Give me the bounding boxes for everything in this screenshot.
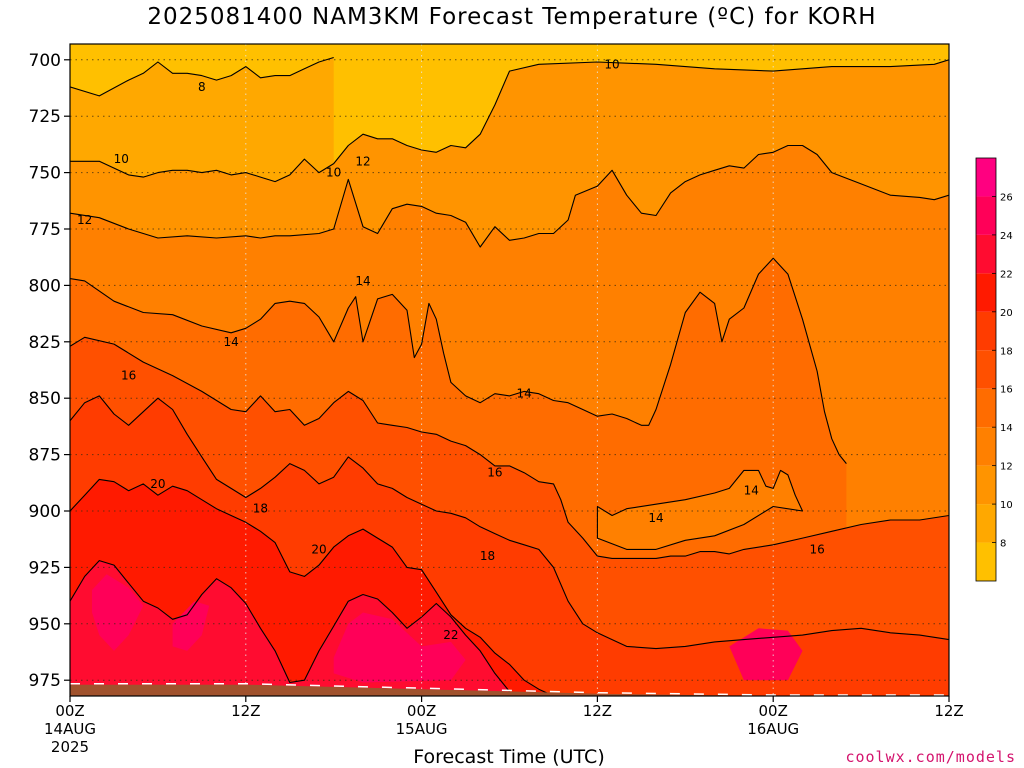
isotherm-14-4 bbox=[596, 469, 804, 550]
contour-label: 10 bbox=[114, 152, 129, 166]
contour-label: 20 bbox=[311, 542, 326, 556]
colorbar-label: 10 bbox=[1000, 500, 1013, 511]
isotherm-12-2 bbox=[70, 144, 949, 248]
xtick-label: 00Z bbox=[759, 702, 788, 720]
colorbar-swatch bbox=[976, 234, 996, 274]
contour-label: 16 bbox=[487, 466, 502, 480]
contour-label: 14 bbox=[744, 484, 759, 498]
ground-edge bbox=[70, 682, 949, 696]
ytick-label: 750 bbox=[29, 164, 61, 184]
x-axis-label: Forecast Time (UTC) bbox=[413, 746, 605, 768]
ground-terrain bbox=[70, 682, 949, 696]
xtick-label: 12Z bbox=[231, 702, 260, 720]
xtick-date: 14AUG bbox=[44, 720, 96, 738]
colorbar-frame bbox=[975, 157, 997, 582]
xtick-date: 15AUG bbox=[396, 720, 448, 738]
ytick-label: 700 bbox=[29, 51, 61, 71]
isotherm-18-6 bbox=[70, 395, 949, 650]
colorbar-swatch bbox=[976, 504, 996, 543]
core-24-1 bbox=[172, 601, 210, 651]
colorbar-label: 12 bbox=[1000, 462, 1013, 473]
contour-label: 14 bbox=[355, 274, 370, 288]
contour-label: 14 bbox=[648, 511, 663, 525]
contour-label: 14 bbox=[224, 335, 239, 349]
ytick-label: 775 bbox=[29, 220, 61, 240]
xtick-year: 2025 bbox=[51, 738, 89, 756]
plot-frame bbox=[69, 43, 950, 697]
contour-label: 10 bbox=[326, 166, 341, 180]
contour-label: 18 bbox=[253, 502, 268, 516]
colorbar-label: 14 bbox=[1000, 423, 1013, 434]
ytick-label: 850 bbox=[29, 389, 61, 409]
core-24-3 bbox=[729, 628, 803, 681]
isotherm-8-0 bbox=[70, 56, 334, 97]
colorbar-label: 18 bbox=[1000, 346, 1013, 357]
colorbar-swatch bbox=[976, 542, 996, 581]
xtick-label: 12Z bbox=[583, 702, 612, 720]
isotherm-10-1 bbox=[70, 59, 949, 183]
contour-label: 22 bbox=[443, 628, 458, 642]
isotherm-14-3 bbox=[70, 257, 847, 464]
contour-label: 14 bbox=[517, 387, 532, 401]
colorbar-swatch bbox=[976, 196, 996, 235]
colorbar-swatch bbox=[976, 311, 996, 351]
contour-label: 12 bbox=[77, 213, 92, 227]
isotherm-20-7 bbox=[70, 478, 554, 696]
colorbar-swatch bbox=[976, 158, 996, 197]
chart-title: 2025081400 NAM3KM Forecast Temperature (… bbox=[147, 4, 877, 30]
xtick-label: 00Z bbox=[55, 702, 84, 720]
y-axis: 700 725 750 775 800 825 850 875 900 925 950 975 bbox=[29, 51, 70, 691]
colorbar-label: 22 bbox=[1000, 269, 1013, 280]
contour-label: 18 bbox=[480, 549, 495, 563]
contour-labels: 8 10 10 12 10 12 14 14 14 16 16 14 14 16 18 18 20 20 22 bbox=[77, 57, 825, 642]
isotherm-16-5 bbox=[70, 336, 949, 559]
contour-label: 10 bbox=[604, 57, 619, 71]
contour-label: 20 bbox=[150, 477, 165, 491]
ytick-label: 975 bbox=[29, 671, 61, 691]
colorbar: 8 10 12 14 16 18 20 22 24 26 bbox=[975, 157, 1013, 582]
colorbar-swatch bbox=[976, 273, 996, 312]
colorbar-label: 24 bbox=[1000, 231, 1013, 242]
ytick-label: 950 bbox=[29, 615, 61, 635]
ytick-label: 900 bbox=[29, 502, 61, 522]
colorbar-label: 26 bbox=[1000, 192, 1013, 203]
ytick-label: 725 bbox=[29, 107, 61, 127]
contour-label: 16 bbox=[810, 542, 825, 556]
ytick-label: 800 bbox=[29, 276, 61, 296]
core-24-0 bbox=[92, 574, 144, 651]
contour-label: 8 bbox=[198, 80, 206, 94]
temperature-fill bbox=[70, 44, 949, 696]
xtick-label: 00Z bbox=[407, 702, 436, 720]
colorbar-label: 8 bbox=[1000, 539, 1006, 550]
colorbar-swatch bbox=[976, 427, 996, 466]
ground-fill bbox=[70, 684, 949, 696]
core-24-2 bbox=[333, 612, 466, 683]
colorbar-label: 16 bbox=[1000, 385, 1013, 396]
colorbar-label: 20 bbox=[1000, 308, 1013, 319]
contour-label: 16 bbox=[121, 369, 136, 383]
colorbar-swatch bbox=[976, 388, 996, 428]
ytick-label: 925 bbox=[29, 558, 61, 578]
cool-pocket-14 bbox=[597, 470, 803, 550]
isotherm-lines bbox=[70, 56, 949, 696]
colorbar-swatch bbox=[976, 465, 996, 505]
isotherm-22-8 bbox=[70, 560, 510, 692]
xtick-date: 16AUG bbox=[747, 720, 799, 738]
contour-label: 12 bbox=[355, 154, 370, 168]
ytick-label: 875 bbox=[29, 446, 61, 466]
ytick-label: 825 bbox=[29, 333, 61, 353]
site-credit[interactable]: coolwx.com/models bbox=[845, 748, 1016, 766]
colorbar-swatch bbox=[976, 350, 996, 389]
xtick-label: 12Z bbox=[934, 702, 963, 720]
